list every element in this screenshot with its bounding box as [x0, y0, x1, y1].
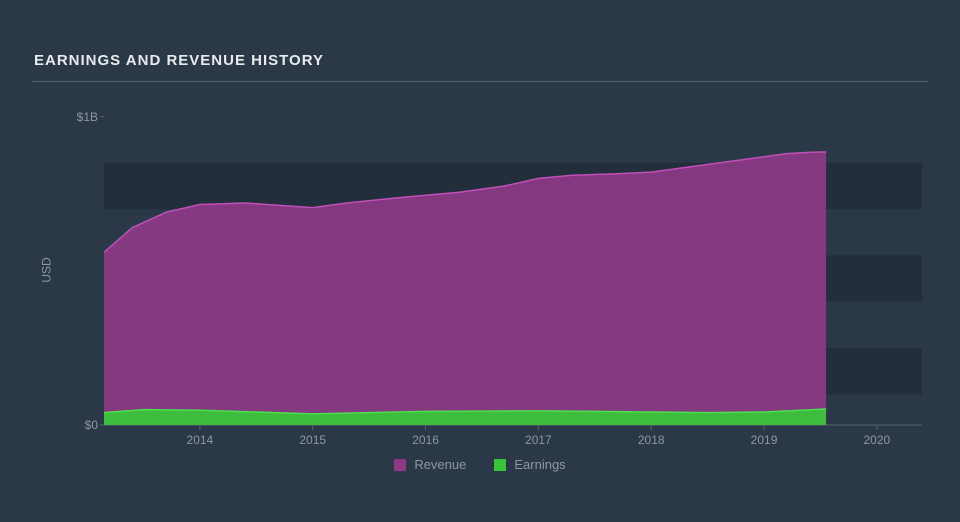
- plot-area: USD $0$1B2014201520162017201820192020: [32, 88, 928, 451]
- x-tick-label: 2020: [864, 433, 891, 447]
- title-rule: [32, 81, 928, 82]
- legend-swatch: [494, 459, 506, 471]
- legend: Revenue Earnings: [28, 451, 932, 486]
- x-tick-label: 2016: [412, 433, 439, 447]
- y-tick-label: $1B: [56, 110, 98, 124]
- x-tick-label: 2017: [525, 433, 552, 447]
- x-tick-label: 2015: [299, 433, 326, 447]
- y-tick-label: $0: [56, 418, 98, 432]
- chart-card: EARNINGS AND REVENUE HISTORY USD $0$1B20…: [28, 36, 932, 486]
- legend-label: Earnings: [514, 457, 565, 472]
- legend-item: Revenue: [394, 457, 466, 472]
- legend-item: Earnings: [494, 457, 565, 472]
- chart-svg: [32, 88, 928, 451]
- x-tick-label: 2019: [751, 433, 778, 447]
- legend-label: Revenue: [414, 457, 466, 472]
- x-tick-label: 2014: [187, 433, 214, 447]
- x-tick-label: 2018: [638, 433, 665, 447]
- legend-swatch: [394, 459, 406, 471]
- chart-title: EARNINGS AND REVENUE HISTORY: [28, 36, 932, 81]
